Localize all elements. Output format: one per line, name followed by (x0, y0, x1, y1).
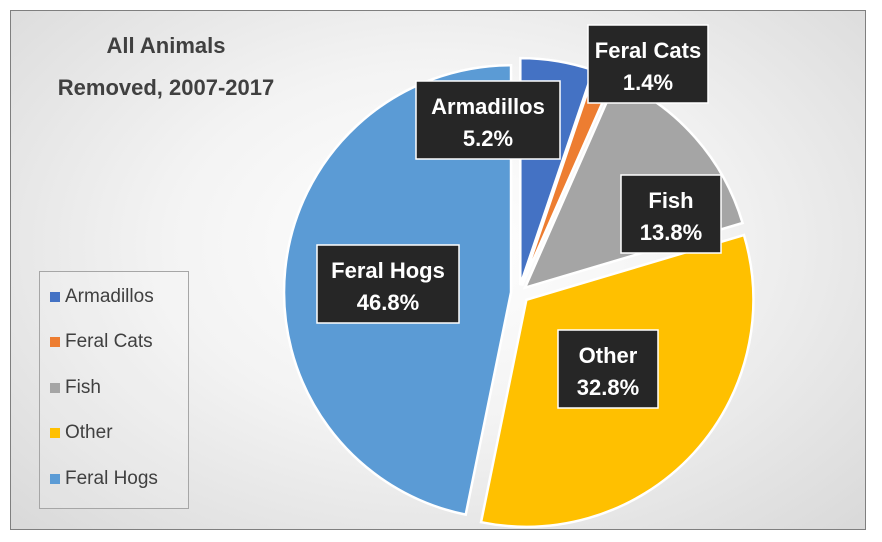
data-label-box (557, 329, 659, 409)
chart-title-line-1: All Animals (107, 33, 226, 58)
legend-label: Other (65, 422, 113, 443)
chart-title-line-2: Removed, 2007-2017 (58, 75, 274, 100)
legend-label: Fish (65, 377, 101, 398)
data-label-category: Feral Hogs (331, 258, 445, 283)
data-label-category: Feral Cats (595, 38, 701, 63)
data-label-other: Other 32.8% (557, 329, 659, 409)
legend-label: Armadillos (65, 286, 154, 307)
legend-item-feral-cats: Feral Cats (50, 330, 153, 354)
data-label-feral-cats: Feral Cats 1.4% (587, 24, 709, 104)
legend-swatch (50, 337, 60, 347)
chart-area: All Animals Removed, 2007-2017 Armadillo… (10, 10, 866, 530)
data-label-value: 13.8% (640, 220, 702, 245)
legend: Armadillos Feral Cats Fish Other Feral H… (39, 271, 189, 509)
data-label-box (316, 244, 460, 324)
legend-label: Feral Cats (65, 331, 153, 352)
data-label-fish: Fish 13.8% (620, 174, 722, 254)
data-label-armadillos: Armadillos 5.2% (415, 80, 561, 160)
legend-swatch (50, 292, 60, 302)
legend-swatch (50, 474, 60, 484)
data-label-box (415, 80, 561, 160)
data-label-category: Fish (648, 188, 693, 213)
data-label-value: 32.8% (577, 375, 639, 400)
data-labels: Armadillos 5.2% Feral Cats 1.4% Fish 13.8% Oth… (316, 24, 722, 409)
data-label-value: 46.8% (357, 290, 419, 315)
legend-item-armadillos: Armadillos (50, 285, 154, 309)
data-label-value: 1.4% (623, 70, 673, 95)
legend-item-fish: Fish (50, 376, 101, 400)
data-label-value: 5.2% (463, 126, 513, 151)
data-label-box (620, 174, 722, 254)
legend-label: Feral Hogs (65, 468, 158, 489)
legend-item-other: Other (50, 421, 113, 445)
pie-chart: All Animals Removed, 2007-2017 Armadillo… (58, 24, 755, 528)
data-label-feral-hogs: Feral Hogs 46.8% (316, 244, 460, 324)
legend-item-feral-hogs: Feral Hogs (50, 467, 158, 491)
legend-swatch (50, 428, 60, 438)
data-label-box (587, 24, 709, 104)
data-label-category: Other (579, 343, 638, 368)
data-label-category: Armadillos (431, 94, 545, 119)
legend-swatch (50, 383, 60, 393)
